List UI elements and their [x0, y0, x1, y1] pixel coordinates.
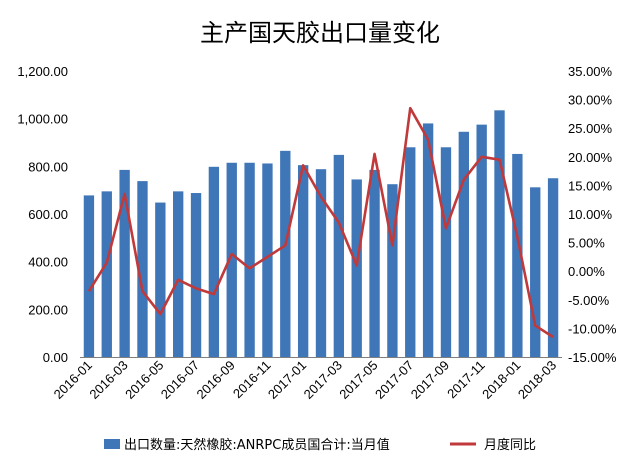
- line-path: [87, 106, 554, 339]
- x-tick-label: 2018-01: [479, 358, 523, 402]
- right-tick-label: 5.00%: [568, 236, 605, 251]
- legend-bar-label: 出口数量:天然橡胶:ANRPC成员国合计:当月值: [124, 437, 390, 453]
- right-tick-label: 10.00%: [568, 207, 613, 222]
- right-tick-label: 15.00%: [568, 178, 613, 193]
- bar: [297, 165, 309, 357]
- x-tick-label: 2017-05: [336, 358, 380, 402]
- legend-line-label: 月度同比: [484, 437, 536, 453]
- x-tick-label: 2017-01: [265, 358, 309, 402]
- bar: [226, 162, 237, 357]
- right-tick-label: -5.00%: [568, 293, 610, 308]
- right-tick-label: 25.00%: [568, 121, 613, 136]
- bar: [458, 131, 469, 357]
- legend: 出口数量:天然橡胶:ANRPC成员国合计:当月值 月度同比: [104, 437, 536, 453]
- bar: [405, 147, 416, 357]
- right-tick-label: 30.00%: [568, 93, 613, 108]
- right-tick-label: -10.00%: [568, 321, 617, 336]
- bar: [262, 163, 273, 357]
- left-tick-label: 1,000.00: [17, 112, 68, 127]
- bar: [440, 147, 452, 357]
- bar: [422, 123, 434, 358]
- x-tick-label: 2017-09: [408, 358, 452, 402]
- right-tick-label: 35.00%: [568, 64, 613, 79]
- bar-series: [83, 110, 559, 358]
- line-series: [87, 106, 554, 339]
- bar: [351, 179, 362, 357]
- x-tick-label: 2016-07: [158, 358, 202, 402]
- bar: [173, 191, 184, 357]
- bar: [494, 110, 505, 357]
- left-tick-label: 1,200.00: [17, 64, 68, 79]
- bar: [155, 202, 166, 357]
- bar: [387, 184, 398, 357]
- bar: [530, 187, 541, 357]
- bar: [190, 193, 202, 357]
- left-tick-label: 600.00: [28, 207, 68, 222]
- bar: [476, 124, 487, 358]
- bar: [244, 162, 255, 357]
- bar: [369, 169, 380, 357]
- right-axis-ticks: -15.00% -10.00% -5.00% 0.00% 5.00% 10.00% 15.0…: [568, 64, 617, 365]
- bar: [83, 195, 95, 357]
- bar: [315, 169, 327, 357]
- x-tick-label: 2017-03: [301, 358, 345, 402]
- bar: [547, 178, 559, 357]
- x-tick-label: 2016-03: [86, 358, 130, 402]
- x-axis-ticks: 2016-012016-032016-052016-072016-092016-…: [51, 358, 559, 402]
- bar: [280, 150, 291, 357]
- left-tick-label: 400.00: [28, 255, 68, 270]
- x-tick-label: 2016-09: [194, 358, 238, 402]
- bar: [333, 154, 345, 357]
- x-tick-label: 2016-05: [122, 358, 166, 402]
- x-tick-label: 2018-03: [515, 358, 559, 402]
- bar: [512, 153, 523, 357]
- bar: [101, 191, 112, 357]
- bar: [119, 169, 130, 357]
- x-tick-label: 2017-07: [372, 358, 416, 402]
- left-tick-label: 0.00: [43, 350, 68, 365]
- left-tick-label: 200.00: [28, 302, 68, 317]
- right-tick-label: 0.00%: [568, 264, 605, 279]
- left-tick-label: 800.00: [28, 159, 68, 174]
- left-axis-ticks: 0.00 200.00 400.00 600.00 800.00 1,000.00 1,20…: [17, 64, 68, 365]
- right-tick-label: 20.00%: [568, 150, 613, 165]
- legend-bar-swatch: [104, 439, 120, 449]
- chart-title: 主产国天胶出口量变化: [200, 19, 440, 47]
- bar: [137, 181, 148, 357]
- bar: [208, 166, 220, 357]
- right-tick-label: -15.00%: [568, 350, 617, 365]
